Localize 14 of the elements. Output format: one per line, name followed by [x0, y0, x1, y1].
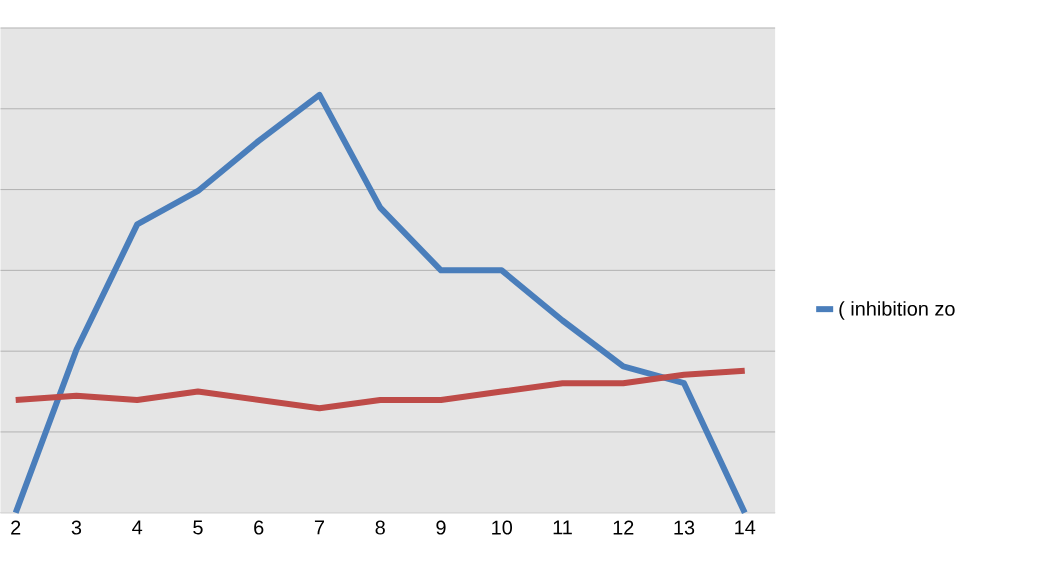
x-tick-label: 13 — [674, 520, 695, 535]
x-tick-label: 4 — [132, 520, 143, 535]
x-tick-label: 14 — [735, 520, 756, 535]
x-tick-label: 3 — [71, 520, 82, 535]
legend-label: ( inhibition zo — [839, 301, 955, 320]
x-tick-label: 2 — [11, 520, 21, 535]
x-tick-label: 11 — [553, 520, 572, 535]
x-tick-label: 10 — [492, 520, 513, 535]
x-tick-label: 5 — [193, 520, 203, 535]
x-tick-label: 6 — [254, 520, 264, 535]
x-tick-label: 12 — [613, 520, 634, 535]
x-tick-label: 9 — [436, 520, 446, 535]
x-tick-label: 7 — [314, 520, 324, 535]
x-tick-label: 8 — [375, 520, 385, 535]
